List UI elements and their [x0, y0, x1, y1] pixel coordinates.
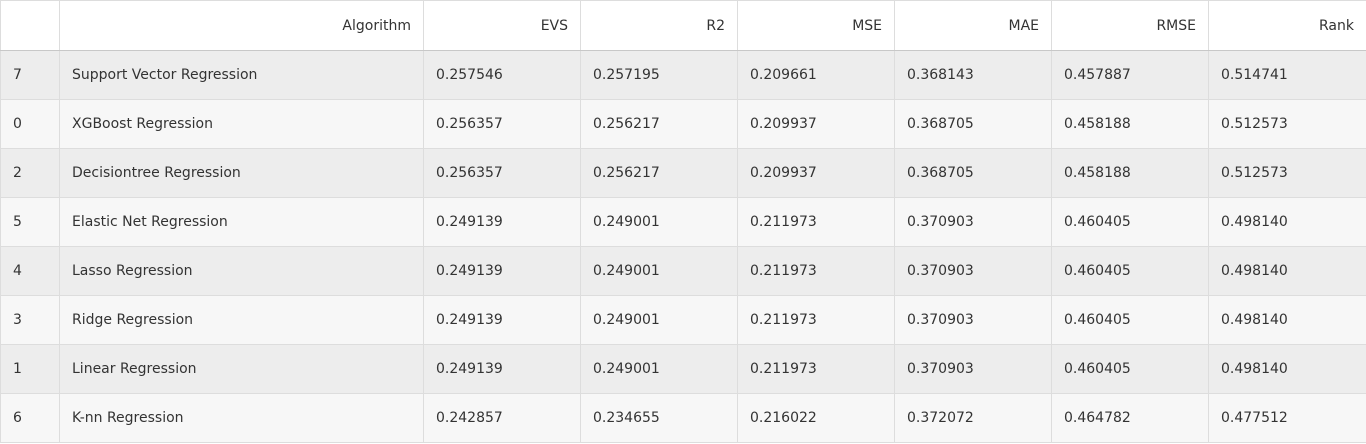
- evs-cell: 0.249139: [423, 295, 581, 345]
- mse-cell: 0.211973: [737, 344, 895, 394]
- rank-cell: 0.498140: [1208, 344, 1366, 394]
- row-index: 3: [0, 295, 60, 345]
- r2-cell: 0.249001: [580, 295, 738, 345]
- mae-cell: 0.368705: [894, 99, 1052, 149]
- header-algorithm: Algorithm: [59, 0, 424, 51]
- table-row: 0 XGBoost Regression 0.256357 0.256217 0…: [0, 99, 1366, 149]
- table-row: 4 Lasso Regression 0.249139 0.249001 0.2…: [0, 246, 1366, 296]
- algorithm-cell: Linear Regression: [59, 344, 424, 394]
- algorithm-cell: Ridge Regression: [59, 295, 424, 345]
- table-header: Algorithm EVS R2 MSE MAE RMSE Rank: [0, 0, 1366, 51]
- mae-cell: 0.370903: [894, 197, 1052, 247]
- row-index: 0: [0, 99, 60, 149]
- mae-cell: 0.368705: [894, 148, 1052, 198]
- row-index: 6: [0, 393, 60, 443]
- rmse-cell: 0.457887: [1051, 50, 1209, 100]
- mae-cell: 0.370903: [894, 295, 1052, 345]
- mae-cell: 0.368143: [894, 50, 1052, 100]
- row-index: 7: [0, 50, 60, 100]
- header-row: Algorithm EVS R2 MSE MAE RMSE Rank: [0, 0, 1366, 51]
- rank-cell: 0.512573: [1208, 148, 1366, 198]
- table-row: 1 Linear Regression 0.249139 0.249001 0.…: [0, 344, 1366, 394]
- header-mse: MSE: [737, 0, 895, 51]
- row-index: 2: [0, 148, 60, 198]
- header-rank: Rank: [1208, 0, 1366, 51]
- table-row: 5 Elastic Net Regression 0.249139 0.2490…: [0, 197, 1366, 247]
- evs-cell: 0.257546: [423, 50, 581, 100]
- algorithm-cell: Lasso Regression: [59, 246, 424, 296]
- rmse-cell: 0.458188: [1051, 99, 1209, 149]
- algorithm-cell: Support Vector Regression: [59, 50, 424, 100]
- rmse-cell: 0.460405: [1051, 246, 1209, 296]
- rank-cell: 0.514741: [1208, 50, 1366, 100]
- rank-cell: 0.477512: [1208, 393, 1366, 443]
- header-index: [0, 0, 60, 51]
- r2-cell: 0.249001: [580, 197, 738, 247]
- algorithm-cell: K-nn Regression: [59, 393, 424, 443]
- evs-cell: 0.256357: [423, 148, 581, 198]
- rmse-cell: 0.458188: [1051, 148, 1209, 198]
- table-row: 3 Ridge Regression 0.249139 0.249001 0.2…: [0, 295, 1366, 345]
- evs-cell: 0.249139: [423, 344, 581, 394]
- mse-cell: 0.211973: [737, 246, 895, 296]
- rank-cell: 0.498140: [1208, 197, 1366, 247]
- header-rmse: RMSE: [1051, 0, 1209, 51]
- algorithm-cell: Elastic Net Regression: [59, 197, 424, 247]
- rmse-cell: 0.460405: [1051, 197, 1209, 247]
- r2-cell: 0.257195: [580, 50, 738, 100]
- r2-cell: 0.256217: [580, 99, 738, 149]
- evs-cell: 0.256357: [423, 99, 581, 149]
- mae-cell: 0.372072: [894, 393, 1052, 443]
- rmse-cell: 0.460405: [1051, 295, 1209, 345]
- table-row: 6 K-nn Regression 0.242857 0.234655 0.21…: [0, 393, 1366, 443]
- header-r2: R2: [580, 0, 738, 51]
- rmse-cell: 0.460405: [1051, 344, 1209, 394]
- mae-cell: 0.370903: [894, 344, 1052, 394]
- rmse-cell: 0.464782: [1051, 393, 1209, 443]
- table-row: 2 Decisiontree Regression 0.256357 0.256…: [0, 148, 1366, 198]
- mse-cell: 0.216022: [737, 393, 895, 443]
- evs-cell: 0.242857: [423, 393, 581, 443]
- mse-cell: 0.209661: [737, 50, 895, 100]
- mse-cell: 0.211973: [737, 197, 895, 247]
- row-index: 1: [0, 344, 60, 394]
- row-index: 4: [0, 246, 60, 296]
- mse-cell: 0.209937: [737, 148, 895, 198]
- r2-cell: 0.249001: [580, 246, 738, 296]
- table-body: 7 Support Vector Regression 0.257546 0.2…: [0, 50, 1366, 443]
- table-row: 7 Support Vector Regression 0.257546 0.2…: [0, 50, 1366, 100]
- r2-cell: 0.256217: [580, 148, 738, 198]
- mse-cell: 0.211973: [737, 295, 895, 345]
- rank-cell: 0.512573: [1208, 99, 1366, 149]
- header-mae: MAE: [894, 0, 1052, 51]
- rank-cell: 0.498140: [1208, 246, 1366, 296]
- algorithm-cell: XGBoost Regression: [59, 99, 424, 149]
- rank-cell: 0.498140: [1208, 295, 1366, 345]
- evs-cell: 0.249139: [423, 246, 581, 296]
- header-evs: EVS: [423, 0, 581, 51]
- mae-cell: 0.370903: [894, 246, 1052, 296]
- row-index: 5: [0, 197, 60, 247]
- mse-cell: 0.209937: [737, 99, 895, 149]
- evs-cell: 0.249139: [423, 197, 581, 247]
- algorithm-cell: Decisiontree Regression: [59, 148, 424, 198]
- r2-cell: 0.249001: [580, 344, 738, 394]
- r2-cell: 0.234655: [580, 393, 738, 443]
